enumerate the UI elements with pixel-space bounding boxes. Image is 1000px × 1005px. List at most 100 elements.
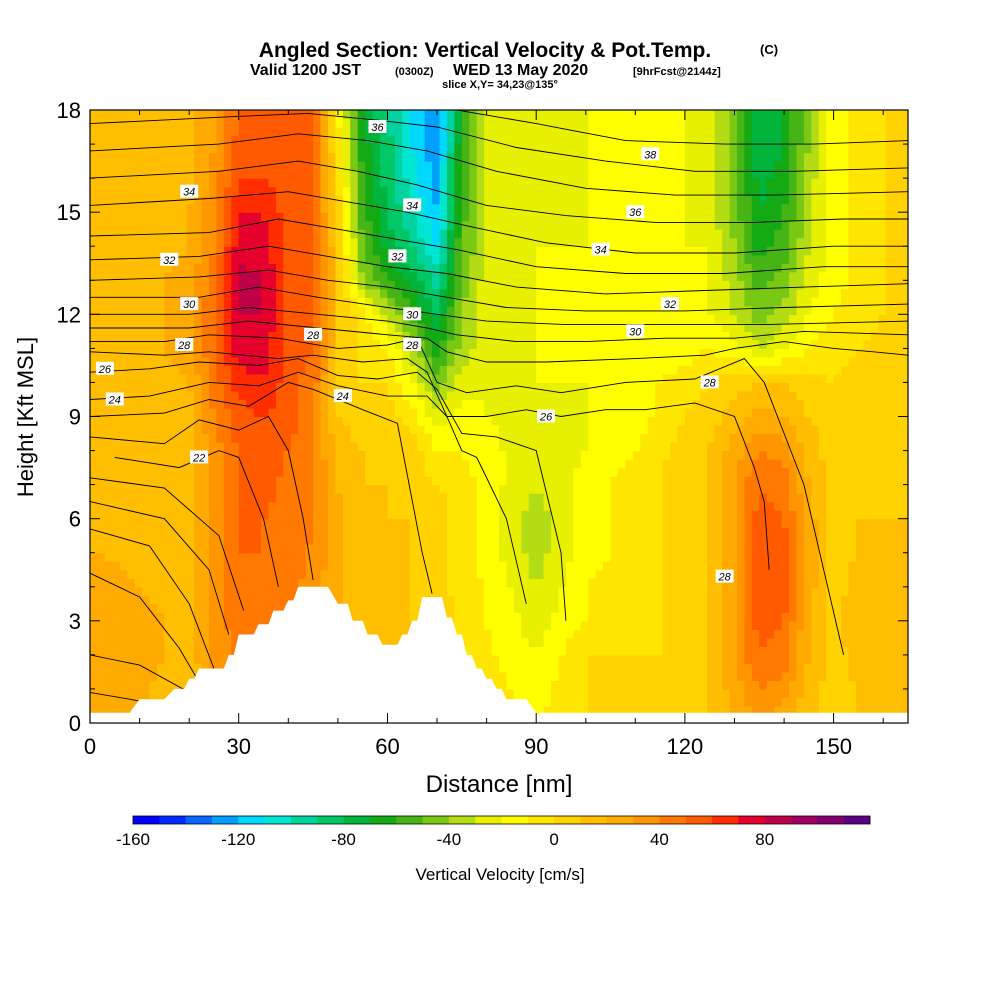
velocity-cell — [573, 578, 582, 588]
velocity-cell — [380, 425, 389, 435]
velocity-cell — [855, 365, 864, 375]
velocity-cell — [127, 552, 136, 562]
velocity-cell — [454, 552, 463, 562]
velocity-cell — [432, 442, 441, 452]
velocity-cell — [625, 373, 634, 384]
velocity-cell — [149, 433, 158, 443]
velocity-cell — [722, 654, 731, 664]
velocity-cell — [841, 416, 850, 426]
velocity-cell — [826, 595, 835, 605]
velocity-cell — [603, 467, 612, 477]
velocity-cell — [811, 442, 820, 452]
velocity-cell — [342, 459, 351, 469]
velocity-cell — [171, 433, 180, 443]
valid-prefix: Valid 1200 JST — [250, 62, 361, 79]
velocity-cell — [551, 680, 560, 690]
velocity-cell — [729, 373, 738, 384]
velocity-cell — [253, 578, 262, 588]
velocity-cell — [803, 671, 812, 682]
velocity-cell — [885, 561, 894, 571]
velocity-cell — [476, 561, 485, 571]
velocity-cell — [112, 467, 121, 477]
velocity-cell — [216, 527, 225, 537]
velocity-cell — [632, 339, 641, 349]
velocity-cell — [551, 603, 560, 613]
velocity-cell — [692, 671, 701, 682]
velocity-cell — [610, 578, 619, 588]
velocity-cell — [186, 527, 195, 537]
velocity-cell — [863, 705, 872, 716]
velocity-cell — [833, 527, 842, 537]
velocity-cell — [573, 561, 582, 571]
velocity-cell — [759, 680, 768, 690]
velocity-cell — [142, 552, 151, 562]
velocity-cell — [781, 680, 790, 690]
velocity-cell — [380, 476, 389, 486]
velocity-cell — [640, 629, 649, 639]
velocity-cell — [491, 552, 500, 562]
velocity-cell — [610, 493, 619, 503]
velocity-cell — [387, 544, 396, 554]
velocity-cell — [417, 459, 426, 469]
velocity-cell — [119, 544, 128, 554]
velocity-cell — [684, 348, 693, 358]
velocity-cell — [714, 595, 723, 605]
velocity-cell — [97, 561, 106, 571]
velocity-cell — [357, 348, 366, 358]
velocity-cell — [707, 510, 716, 520]
velocity-cell — [365, 399, 374, 409]
velocity-cell — [684, 484, 693, 494]
velocity-cell — [774, 467, 783, 477]
velocity-cell — [469, 620, 478, 630]
velocity-cell — [833, 348, 842, 358]
velocity-cell — [528, 510, 537, 520]
velocity-cell — [565, 399, 574, 409]
velocity-cell — [751, 493, 760, 503]
velocity-cell — [461, 348, 470, 358]
velocity-cell — [372, 569, 381, 579]
velocity-cell — [662, 459, 671, 469]
velocity-cell — [513, 442, 522, 452]
velocity-cell — [617, 493, 627, 503]
velocity-cell — [893, 425, 902, 435]
velocity-cell — [684, 433, 693, 443]
velocity-cell — [97, 501, 106, 511]
velocity-cell — [781, 654, 790, 664]
velocity-cell — [506, 356, 515, 367]
velocity-cell — [796, 450, 805, 460]
velocity-cell — [766, 697, 775, 707]
velocity-cell — [878, 433, 887, 443]
velocity-cell — [714, 476, 723, 486]
velocity-cell — [863, 459, 872, 469]
velocity-cell — [513, 416, 522, 426]
velocity-cell — [365, 365, 374, 375]
velocity-cell — [543, 663, 552, 673]
velocity-cell — [104, 493, 113, 503]
velocity-cell — [759, 620, 768, 630]
velocity-cell — [194, 535, 203, 545]
velocity-cell — [699, 569, 708, 579]
velocity-cell — [789, 510, 798, 520]
velocity-cell — [171, 552, 180, 562]
velocity-cell — [826, 663, 835, 673]
velocity-cell — [580, 705, 589, 716]
velocity-cell — [766, 535, 775, 545]
velocity-cell — [127, 467, 136, 477]
velocity-cell — [885, 510, 894, 520]
velocity-cell — [298, 476, 307, 486]
velocity-cell — [536, 586, 545, 596]
velocity-cell — [350, 527, 359, 537]
velocity-cell — [558, 671, 567, 682]
velocity-cell — [372, 518, 381, 528]
velocity-cell — [736, 501, 745, 511]
velocity-cell — [528, 339, 537, 349]
velocity-cell — [617, 450, 627, 460]
velocity-cell — [513, 654, 522, 664]
velocity-cell — [848, 552, 857, 562]
velocity-cell — [729, 476, 738, 486]
velocity-cell — [625, 390, 634, 401]
velocity-cell — [142, 433, 151, 443]
velocity-cell — [461, 578, 470, 588]
velocity-cell — [521, 339, 530, 349]
velocity-cell — [603, 603, 612, 613]
